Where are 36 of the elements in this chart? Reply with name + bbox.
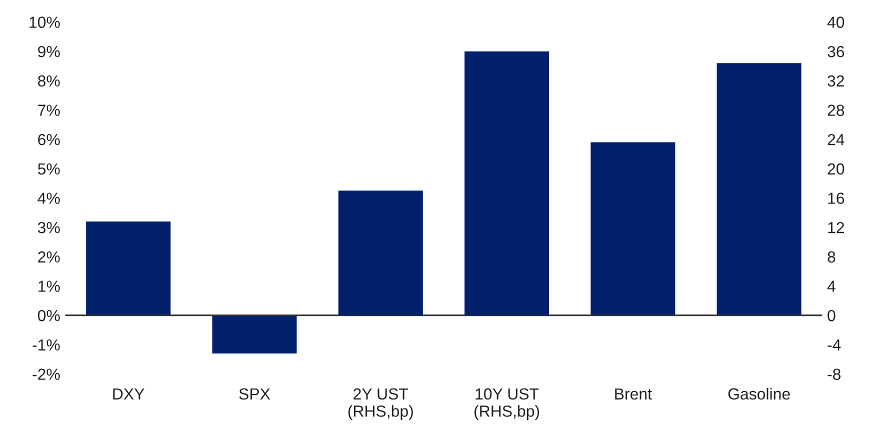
y2-tick-label: 16 <box>828 192 844 204</box>
y2-tick-label: 36 <box>828 46 844 58</box>
x-tick-label: 2Y UST (RHS,bp) <box>348 388 413 420</box>
y-tick-label: -1% <box>32 339 60 351</box>
y2-tick-label: 28 <box>828 104 844 116</box>
bar <box>716 63 802 316</box>
y-tick-label: 4% <box>38 192 60 204</box>
y2-tick-label: 20 <box>828 163 844 175</box>
y2-tick-label: 24 <box>828 134 844 146</box>
bar <box>212 315 297 354</box>
y2-tick-label: -4 <box>828 339 841 350</box>
y2-tick-label: 4 <box>827 280 836 292</box>
y-tick-label: 1% <box>38 280 60 292</box>
y-tick-label: 10% <box>30 16 60 28</box>
bar <box>86 221 171 316</box>
x-tick-label: Brent <box>615 388 652 400</box>
y2-tick-label: 40 <box>827 16 844 28</box>
y-tick-label: -2% <box>32 368 60 380</box>
x-tick-label: Gasoline <box>728 388 790 400</box>
y-tick-label: 3% <box>38 222 60 234</box>
bar <box>590 142 676 316</box>
y-tick-label: 2% <box>38 251 60 263</box>
x-tick-label: DXY <box>113 388 144 400</box>
y2-tick-label: -8 <box>828 368 841 380</box>
y2-tick-label: 12 <box>828 222 844 234</box>
y-tick-label: 0% <box>38 310 60 322</box>
y-tick-label: 5% <box>38 163 60 175</box>
y-tick-label: 8% <box>38 75 60 87</box>
y2-tick-label: 32 <box>828 75 844 87</box>
y-tick-label: 6% <box>38 134 60 146</box>
y-tick-label: 9% <box>38 46 60 58</box>
x-tick-label: SPX <box>239 388 270 400</box>
y-tick-label: 7% <box>38 104 60 116</box>
x-tick-label: 10Y UST (RHS,bp) <box>474 388 540 420</box>
y2-tick-label: 8 <box>828 251 836 263</box>
y2-tick-label: 0 <box>828 310 836 322</box>
